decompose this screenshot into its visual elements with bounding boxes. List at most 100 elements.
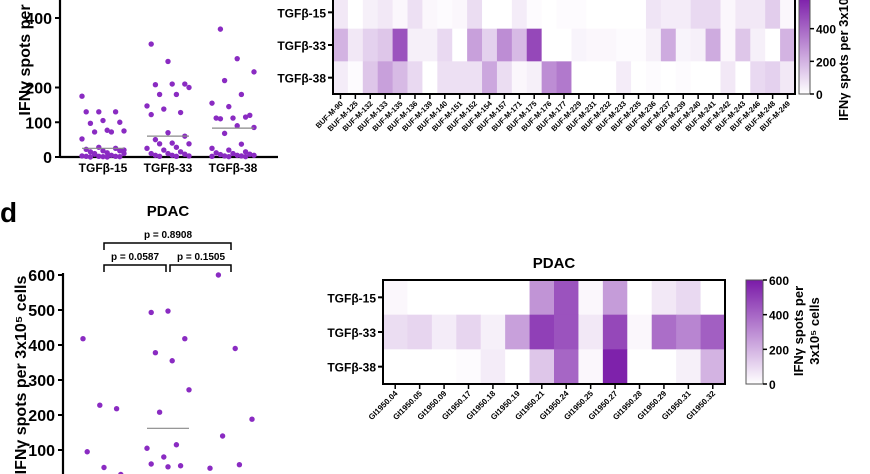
heatmap-cell bbox=[765, 61, 781, 95]
data-point bbox=[169, 81, 175, 87]
data-point bbox=[247, 112, 253, 119]
heatmap-cell bbox=[690, 61, 706, 95]
row-label: TGFβ-15 bbox=[277, 6, 326, 20]
heatmap-cell bbox=[422, 61, 438, 95]
data-point bbox=[234, 55, 240, 62]
data-point bbox=[234, 123, 240, 129]
colorbar-tick-label: 600 bbox=[769, 274, 789, 288]
colorbar-label: IFNγ spots per 3x10⁵ cells bbox=[836, 0, 851, 121]
heatmap-cell bbox=[437, 61, 453, 95]
category-label: TGFβ-38 bbox=[209, 161, 258, 175]
data-point bbox=[173, 442, 180, 448]
panel-label: d bbox=[0, 197, 17, 228]
bracket-33-38 bbox=[169, 264, 232, 272]
data-point bbox=[112, 153, 119, 160]
data-point bbox=[221, 130, 228, 137]
heatmap-cell bbox=[392, 61, 408, 95]
heatmap-cell bbox=[676, 280, 701, 316]
data-point bbox=[221, 77, 228, 84]
heatmap-cell bbox=[556, 0, 572, 30]
heatmap-top: TGFβ-15TGFβ-33TGFβ-38BUF-M-90BUF-M-125BU… bbox=[277, 0, 851, 133]
data-point bbox=[100, 117, 106, 124]
heatmap-cell bbox=[602, 280, 628, 316]
heatmap-cell bbox=[505, 280, 530, 316]
y-axis-title: IFNγ spots per 3x10⁵ cells bbox=[13, 276, 30, 474]
heatmap-cell bbox=[541, 0, 557, 30]
heatmap-cell bbox=[571, 28, 587, 62]
heatmap-cell bbox=[431, 349, 457, 385]
heatmap-cell bbox=[645, 61, 662, 95]
data-point bbox=[108, 129, 115, 135]
heatmap-cell bbox=[452, 0, 468, 30]
data-point bbox=[117, 153, 123, 160]
chart-title: PDAC bbox=[147, 203, 190, 220]
heatmap-cell bbox=[735, 28, 751, 62]
row-label: TGFβ-33 bbox=[277, 39, 326, 53]
data-point bbox=[117, 119, 123, 125]
heatmap-cell bbox=[480, 349, 506, 385]
heatmap-cell bbox=[347, 28, 364, 62]
heatmap-pdac: TGFβ-15TGFβ-33TGFβ-38GI1950.04GI1950.05G… bbox=[327, 255, 822, 422]
data-point bbox=[101, 464, 107, 471]
colorbar-label-line2: 3x10⁵ cells bbox=[807, 297, 822, 365]
heatmap-cell bbox=[601, 61, 617, 95]
y-axis-title: IFNγ spots per 3x10 bbox=[17, 0, 34, 116]
heatmap-cell bbox=[720, 0, 736, 30]
data-point bbox=[152, 136, 159, 143]
data-point bbox=[96, 109, 102, 115]
heatmap-cell bbox=[675, 0, 692, 30]
data-point bbox=[177, 149, 184, 155]
data-point bbox=[165, 308, 171, 314]
heatmap-cell bbox=[705, 0, 721, 30]
data-point bbox=[84, 449, 90, 455]
data-point bbox=[165, 129, 171, 136]
heatmap-cell bbox=[482, 61, 498, 95]
heatmap-cell bbox=[482, 28, 498, 62]
heatmap-cell bbox=[422, 28, 438, 62]
y-tick-label: 200 bbox=[28, 408, 55, 425]
data-point bbox=[117, 148, 123, 154]
data-point bbox=[87, 149, 94, 155]
data-point bbox=[156, 91, 163, 98]
heatmap-cell bbox=[627, 314, 653, 350]
heatmap-cell bbox=[735, 0, 751, 30]
data-point bbox=[148, 461, 154, 467]
data-point bbox=[242, 153, 249, 160]
heatmap-cell bbox=[480, 314, 506, 350]
heatmap-cell bbox=[601, 0, 617, 30]
data-point bbox=[242, 149, 249, 155]
data-point bbox=[96, 153, 102, 160]
heatmap-cell bbox=[690, 0, 706, 30]
data-point bbox=[108, 152, 115, 158]
data-point bbox=[161, 454, 167, 460]
heatmap-cell bbox=[675, 28, 692, 62]
heatmap-cell bbox=[780, 28, 796, 62]
data-point bbox=[83, 153, 89, 160]
data-point bbox=[217, 151, 224, 158]
heatmap-cell bbox=[496, 61, 513, 95]
data-point bbox=[234, 152, 240, 158]
y-tick-label: 100 bbox=[25, 115, 52, 132]
data-point bbox=[226, 103, 232, 110]
data-point bbox=[113, 406, 120, 412]
heatmap-cell bbox=[347, 0, 364, 30]
p-value-label: p = 0.8908 bbox=[144, 230, 193, 241]
heatmap-cell bbox=[780, 0, 796, 30]
data-point bbox=[91, 129, 98, 135]
data-point bbox=[213, 115, 219, 121]
heatmap-cell bbox=[467, 61, 483, 95]
data-point bbox=[169, 140, 175, 146]
heatmap-cell bbox=[431, 314, 457, 350]
heatmap-cell bbox=[651, 349, 677, 385]
heatmap-cell bbox=[383, 280, 408, 316]
heatmap-cell bbox=[407, 314, 433, 350]
data-point bbox=[156, 141, 163, 147]
heatmap-cell bbox=[675, 61, 692, 95]
heatmap-cell bbox=[407, 349, 433, 385]
heatmap-cell bbox=[529, 280, 555, 316]
row-label: TGFβ-38 bbox=[277, 72, 326, 86]
heatmap-cell bbox=[750, 0, 766, 30]
heatmap-cell bbox=[362, 61, 379, 95]
heatmap-cell bbox=[578, 349, 604, 385]
y-tick-label: 100 bbox=[28, 443, 55, 460]
